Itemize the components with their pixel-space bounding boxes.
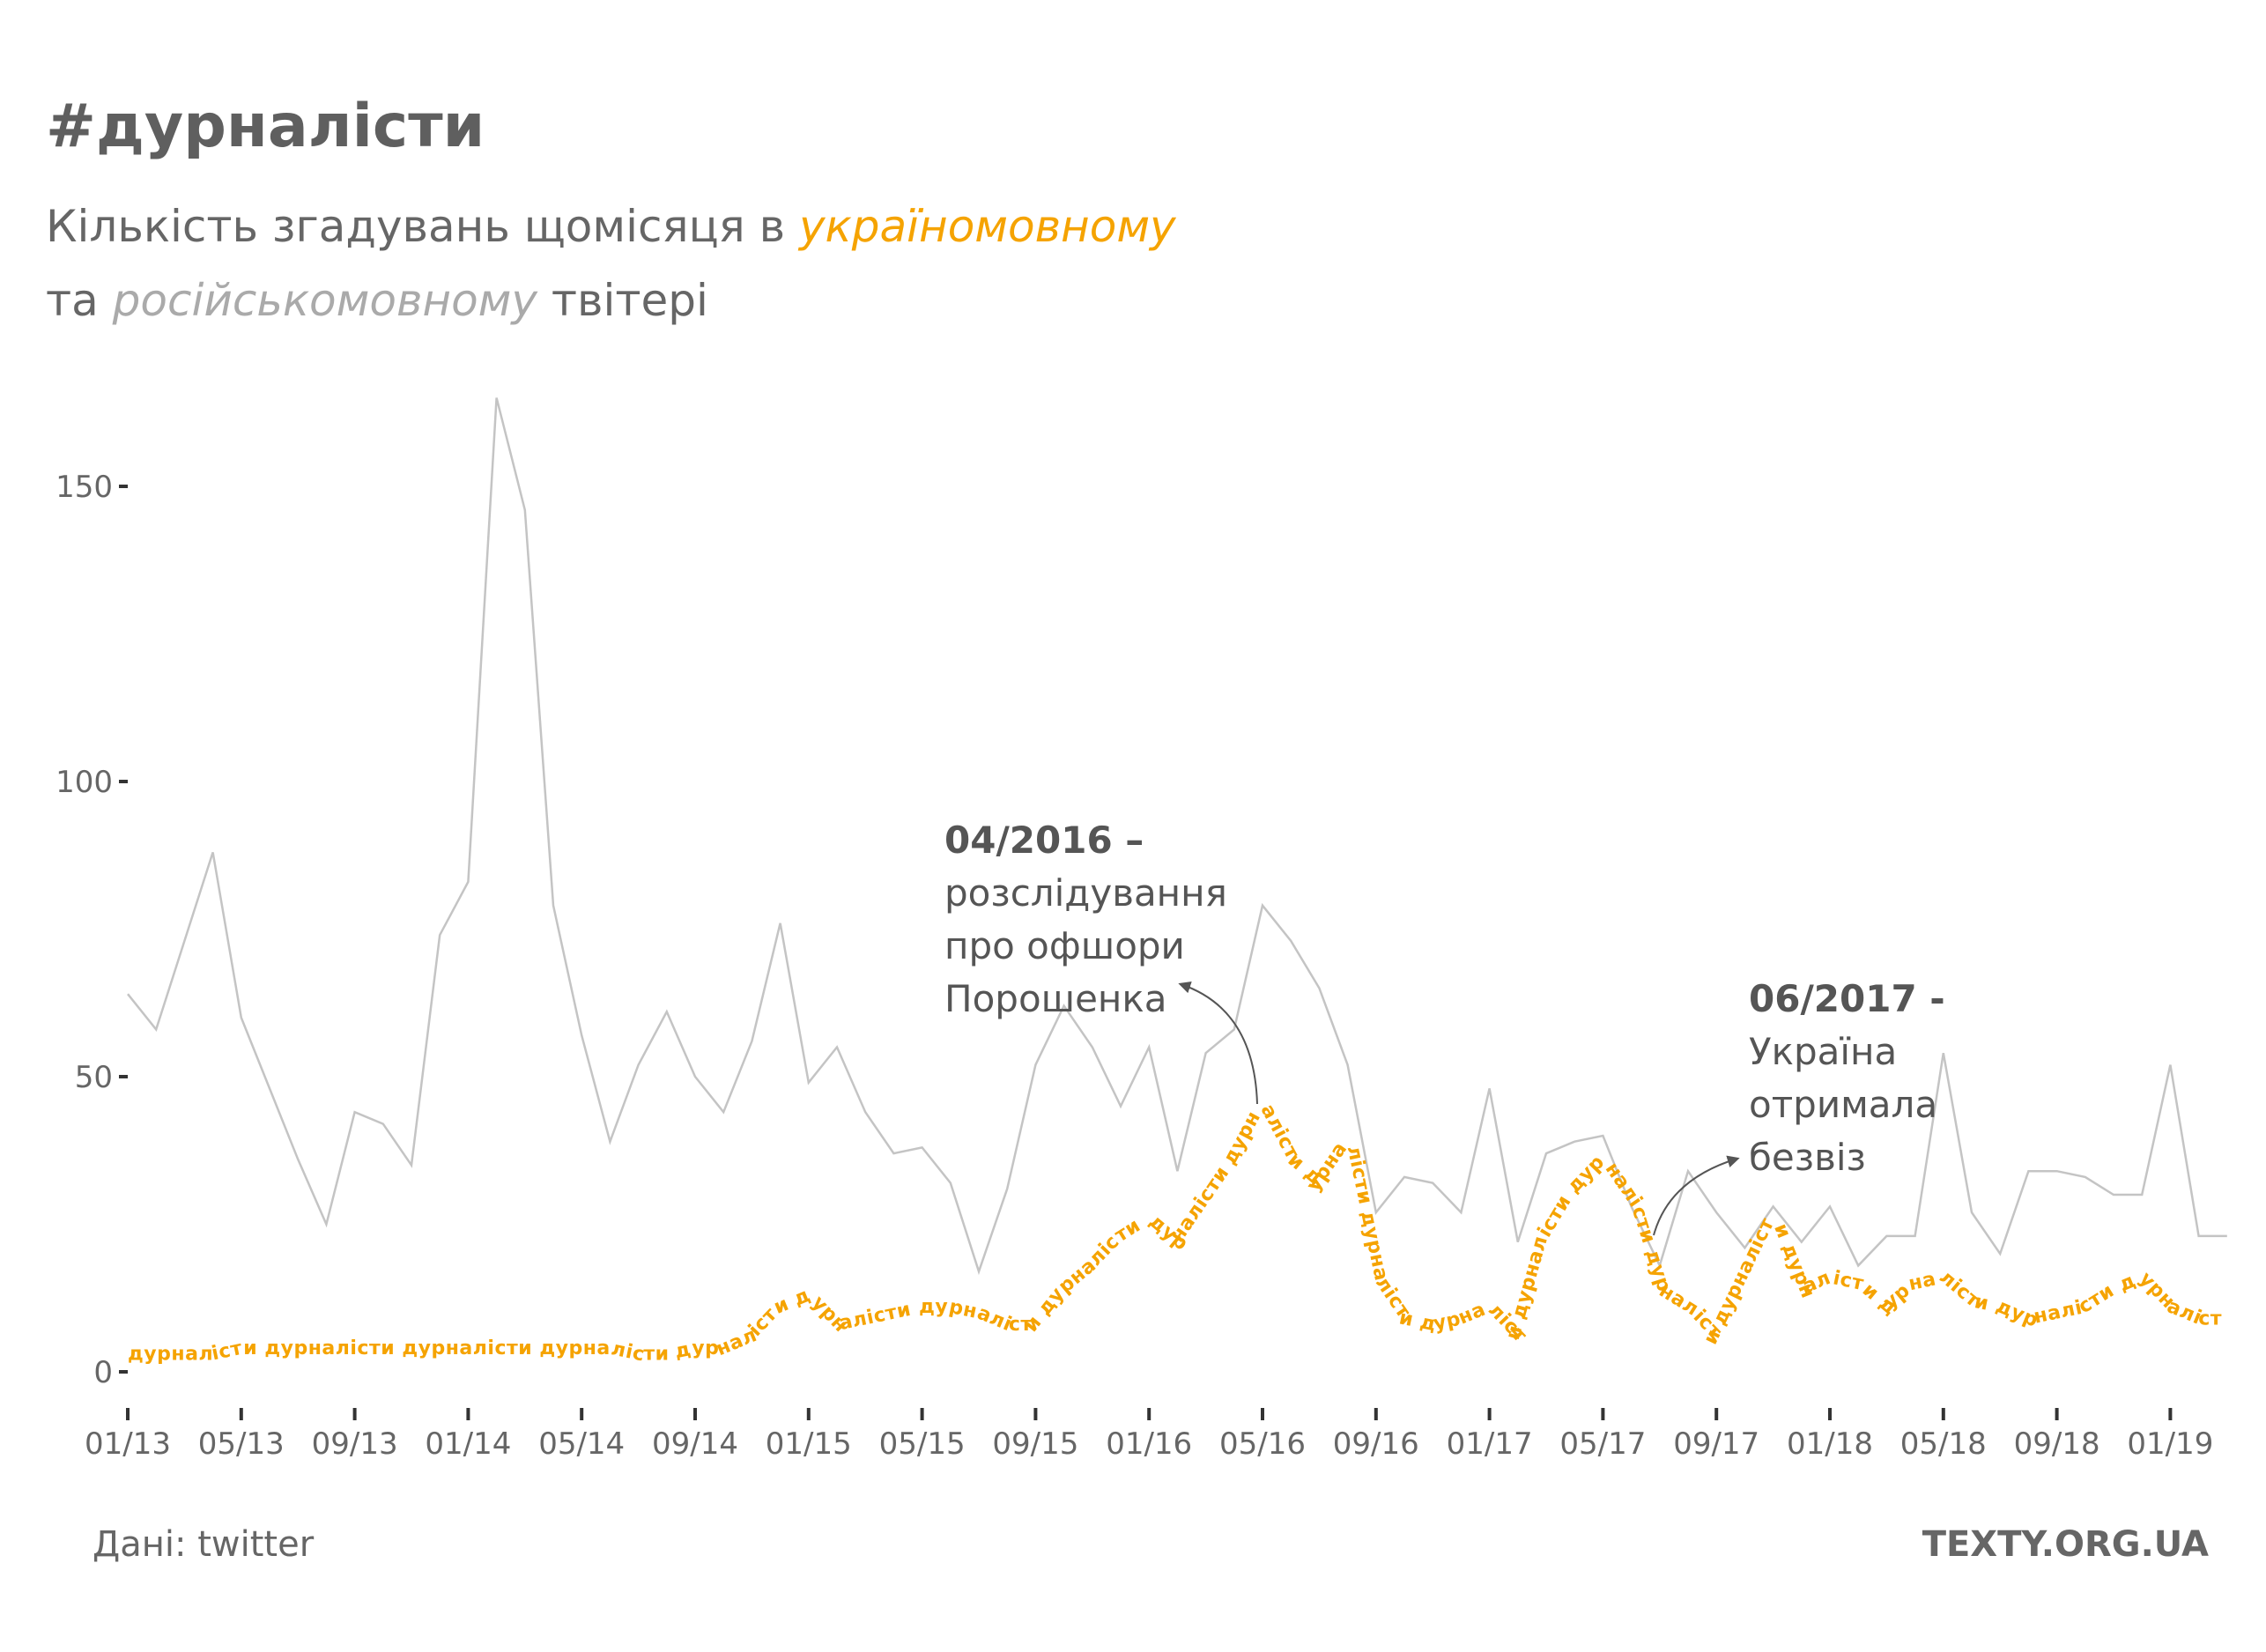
y-tick-label: 100 (56, 765, 113, 800)
annotation-dash: – (1113, 819, 1144, 862)
x-tick-label: 01/14 (425, 1426, 511, 1462)
annotation-dash: - (1917, 977, 1945, 1020)
annotation-date: 04/2016 – (944, 819, 1144, 862)
x-tick-label: 01/17 (1447, 1426, 1533, 1462)
x-tick-label: 05/18 (1900, 1426, 1987, 1462)
annotation-text-line: безвіз (1749, 1136, 1866, 1179)
russian-series-line (127, 397, 2227, 1276)
x-tick-label: 01/15 (766, 1426, 852, 1462)
x-axis: 01/13 05/13 09/13 01/14 05/14 09/14 01/15 05/15… (85, 1408, 2213, 1462)
subtitle-text-2: та (46, 275, 113, 326)
annotation-date-bold: 06/2017 (1749, 977, 1917, 1020)
subtitle-text-3: твітері (537, 275, 708, 326)
x-tick-label: 09/16 (1333, 1426, 1419, 1462)
x-tick-label: 01/19 (2127, 1426, 2213, 1462)
brand-link[interactable]: TEXTY.ORG.UA (1922, 1524, 2209, 1565)
ukrainian-series-text: дурналісти дурналісти дурналісти дурналі… (0, 0, 2222, 1367)
y-axis: 0 50 100 150 (56, 470, 128, 1390)
subtitle-text-1: Кількість згадувань щомісяця в (46, 201, 799, 252)
annotation-text-line: Порошенка (944, 977, 1166, 1020)
subtitle-russian-highlight: російськомовному (112, 275, 537, 326)
russian-series (127, 397, 2227, 1276)
annotation-text-line: про офшори (944, 924, 1185, 967)
subtitle-ukrainian-highlight: україномовному (798, 201, 1176, 252)
y-tick-label: 150 (56, 470, 113, 505)
annotation-text-line: Україна (1749, 1030, 1897, 1073)
annotation-date-bold: 04/2016 (944, 819, 1113, 862)
annotation-arrow (1178, 981, 1258, 1105)
x-tick-label: 05/13 (198, 1426, 285, 1462)
x-tick-label: 05/14 (538, 1426, 625, 1462)
x-tick-label: 01/16 (1106, 1426, 1192, 1462)
x-tick-label: 05/17 (1559, 1426, 1646, 1462)
chart-title: #дурналісти (46, 92, 485, 161)
x-tick-label: 09/17 (1673, 1426, 1759, 1462)
x-tick-label: 09/18 (2014, 1426, 2100, 1462)
y-tick-label: 50 (75, 1060, 113, 1095)
y-tick-label: 0 (93, 1355, 113, 1390)
x-tick-label: 05/15 (879, 1426, 966, 1462)
x-tick-label: 01/13 (85, 1426, 171, 1462)
x-tick-label: 09/13 (312, 1426, 398, 1462)
data-source: Дані: twitter (93, 1524, 315, 1565)
annotation-date: 06/2017 - (1749, 977, 1945, 1020)
ukrainian-series: дурналісти дурналісти дурналісти дурналі… (0, 0, 2222, 1367)
x-tick-label: 05/16 (1219, 1426, 1306, 1462)
x-tick-label: 09/15 (992, 1426, 1078, 1462)
x-tick-label: 09/14 (652, 1426, 738, 1462)
annotations: 04/2016 – розслідування про офшори Порошенк… (944, 819, 1945, 1236)
ukrainian-series-label: дурналісти дурналісти дурналісти дурналі… (0, 0, 2222, 1367)
chart-subtitle: Кількість згадувань щомісяця в україномо… (46, 189, 1176, 337)
annotation-text-line: отримала (1749, 1083, 1937, 1126)
annotation-arrow (1653, 1155, 1740, 1236)
annotation-text-line: розслідування (944, 871, 1227, 915)
x-tick-label: 01/18 (1787, 1426, 1873, 1462)
